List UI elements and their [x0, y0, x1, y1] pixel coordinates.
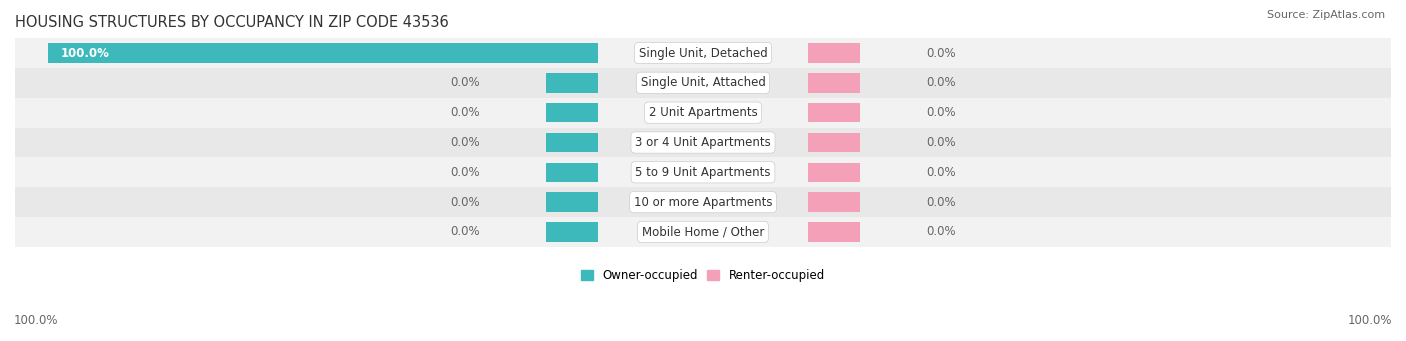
Bar: [546, 43, 598, 63]
Text: 0.0%: 0.0%: [450, 166, 481, 179]
Bar: [48, 43, 546, 63]
Text: 0.0%: 0.0%: [450, 196, 481, 209]
Bar: [808, 73, 860, 92]
Bar: [15, 38, 1391, 68]
Text: 3 or 4 Unit Apartments: 3 or 4 Unit Apartments: [636, 136, 770, 149]
Text: 0.0%: 0.0%: [450, 106, 481, 119]
Text: 10 or more Apartments: 10 or more Apartments: [634, 196, 772, 209]
Bar: [15, 187, 1391, 217]
Text: HOUSING STRUCTURES BY OCCUPANCY IN ZIP CODE 43536: HOUSING STRUCTURES BY OCCUPANCY IN ZIP C…: [15, 15, 449, 30]
Bar: [546, 163, 598, 182]
Text: 100.0%: 100.0%: [60, 46, 110, 60]
Bar: [546, 73, 598, 92]
Bar: [808, 163, 860, 182]
Bar: [808, 43, 860, 63]
Text: 0.0%: 0.0%: [450, 76, 481, 89]
Text: 100.0%: 100.0%: [14, 314, 59, 327]
Bar: [546, 222, 598, 242]
Bar: [808, 103, 860, 122]
Legend: Owner-occupied, Renter-occupied: Owner-occupied, Renter-occupied: [576, 264, 830, 287]
Text: 5 to 9 Unit Apartments: 5 to 9 Unit Apartments: [636, 166, 770, 179]
Text: 2 Unit Apartments: 2 Unit Apartments: [648, 106, 758, 119]
Text: Mobile Home / Other: Mobile Home / Other: [641, 225, 765, 238]
Bar: [808, 192, 860, 212]
Bar: [15, 158, 1391, 187]
Bar: [15, 98, 1391, 128]
Text: Single Unit, Detached: Single Unit, Detached: [638, 46, 768, 60]
Text: 0.0%: 0.0%: [925, 106, 956, 119]
Bar: [15, 68, 1391, 98]
Text: 0.0%: 0.0%: [925, 46, 956, 60]
Text: 0.0%: 0.0%: [925, 166, 956, 179]
Bar: [546, 103, 598, 122]
Text: Single Unit, Attached: Single Unit, Attached: [641, 76, 765, 89]
Text: Source: ZipAtlas.com: Source: ZipAtlas.com: [1267, 10, 1385, 20]
Text: 0.0%: 0.0%: [450, 136, 481, 149]
Bar: [546, 133, 598, 152]
Text: 100.0%: 100.0%: [1347, 314, 1392, 327]
Bar: [808, 222, 860, 242]
Bar: [546, 192, 598, 212]
Bar: [15, 128, 1391, 158]
Text: 0.0%: 0.0%: [450, 225, 481, 238]
Text: 0.0%: 0.0%: [925, 136, 956, 149]
Text: 0.0%: 0.0%: [925, 225, 956, 238]
Bar: [15, 217, 1391, 247]
Text: 0.0%: 0.0%: [925, 76, 956, 89]
Bar: [808, 133, 860, 152]
Text: 0.0%: 0.0%: [925, 196, 956, 209]
